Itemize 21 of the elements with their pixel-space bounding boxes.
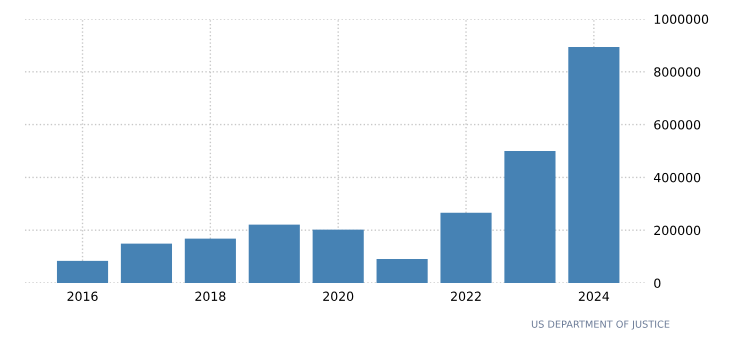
text: US DEPARTMENT OF JUSTICE [532, 320, 670, 330]
bar [440, 212, 492, 283]
y-tick-label: 1000000 [654, 14, 708, 24]
y-tick-label: 600000 [654, 120, 700, 130]
bar [504, 151, 556, 283]
bar [184, 238, 236, 283]
bar [312, 230, 364, 283]
y-tick-label: 400000 [654, 172, 700, 182]
x-tick-label: 2022 [451, 292, 481, 302]
y-tick-label: 800000 [654, 67, 700, 77]
x-tick-label: 2018 [195, 292, 226, 302]
x-tick-label: 2016 [68, 292, 98, 302]
x-tick-label: 2024 [578, 292, 610, 302]
bar [248, 224, 300, 283]
bar [56, 260, 108, 283]
bar [120, 244, 172, 283]
bar [568, 46, 620, 283]
x-tick-label: 2020 [323, 292, 354, 302]
y-tick-label: 200000 [654, 226, 700, 236]
bar [376, 258, 428, 283]
y-tick-label: 0 [654, 278, 660, 288]
